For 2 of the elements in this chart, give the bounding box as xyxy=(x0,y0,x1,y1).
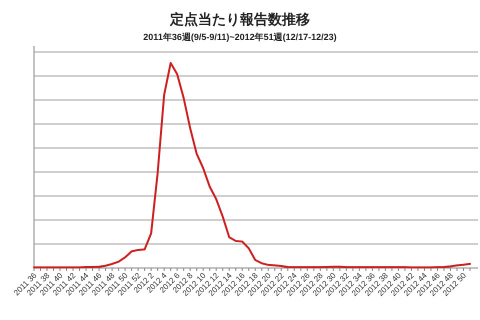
subtitle: 2011年36週(9/5-9/11)~2012年51週(12/17-12/23) xyxy=(143,32,337,42)
title: 定点当たり報告数推移 xyxy=(170,11,310,27)
